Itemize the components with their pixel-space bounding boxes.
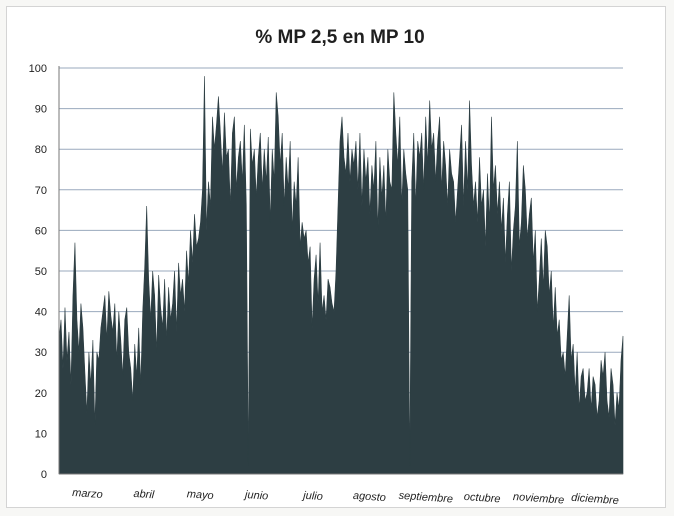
y-tick-label: 20	[35, 388, 47, 400]
y-tick-label: 40	[35, 307, 47, 319]
chart-title: % MP 2,5 en MP 10	[255, 27, 424, 48]
y-tick-label: 30	[35, 347, 47, 359]
y-tick-label: 90	[35, 104, 47, 116]
x-axis-ticks: marzo abril mayo junio julio agosto septiembre…	[72, 487, 619, 507]
x-tick-label: abril	[133, 488, 155, 501]
x-tick-label: marzo	[72, 487, 103, 501]
y-tick-label: 10	[35, 428, 47, 440]
y-tick-label: 70	[35, 185, 47, 197]
y-tick-label: 60	[35, 225, 47, 237]
x-tick-label: octubre	[463, 491, 500, 506]
data-area	[58, 76, 624, 475]
axes	[58, 66, 623, 475]
y-tick-label: 0	[41, 469, 47, 481]
x-tick-label: julio	[301, 490, 323, 503]
y-tick-label: 100	[29, 63, 47, 75]
y-tick-label: 50	[35, 266, 47, 278]
x-tick-label: mayo	[186, 488, 214, 502]
y-tick-label: 80	[35, 144, 47, 156]
area-layer	[58, 76, 624, 475]
x-tick-label: noviembre	[513, 491, 565, 507]
x-tick-label: septiembre	[398, 490, 453, 506]
x-tick-label: diciembre	[571, 492, 619, 507]
x-tick-label: agosto	[353, 490, 387, 504]
x-tick-label: junio	[243, 489, 269, 503]
y-axis-ticks: 0 10 20 30 40 50 60 70 80 90 100	[29, 63, 47, 481]
